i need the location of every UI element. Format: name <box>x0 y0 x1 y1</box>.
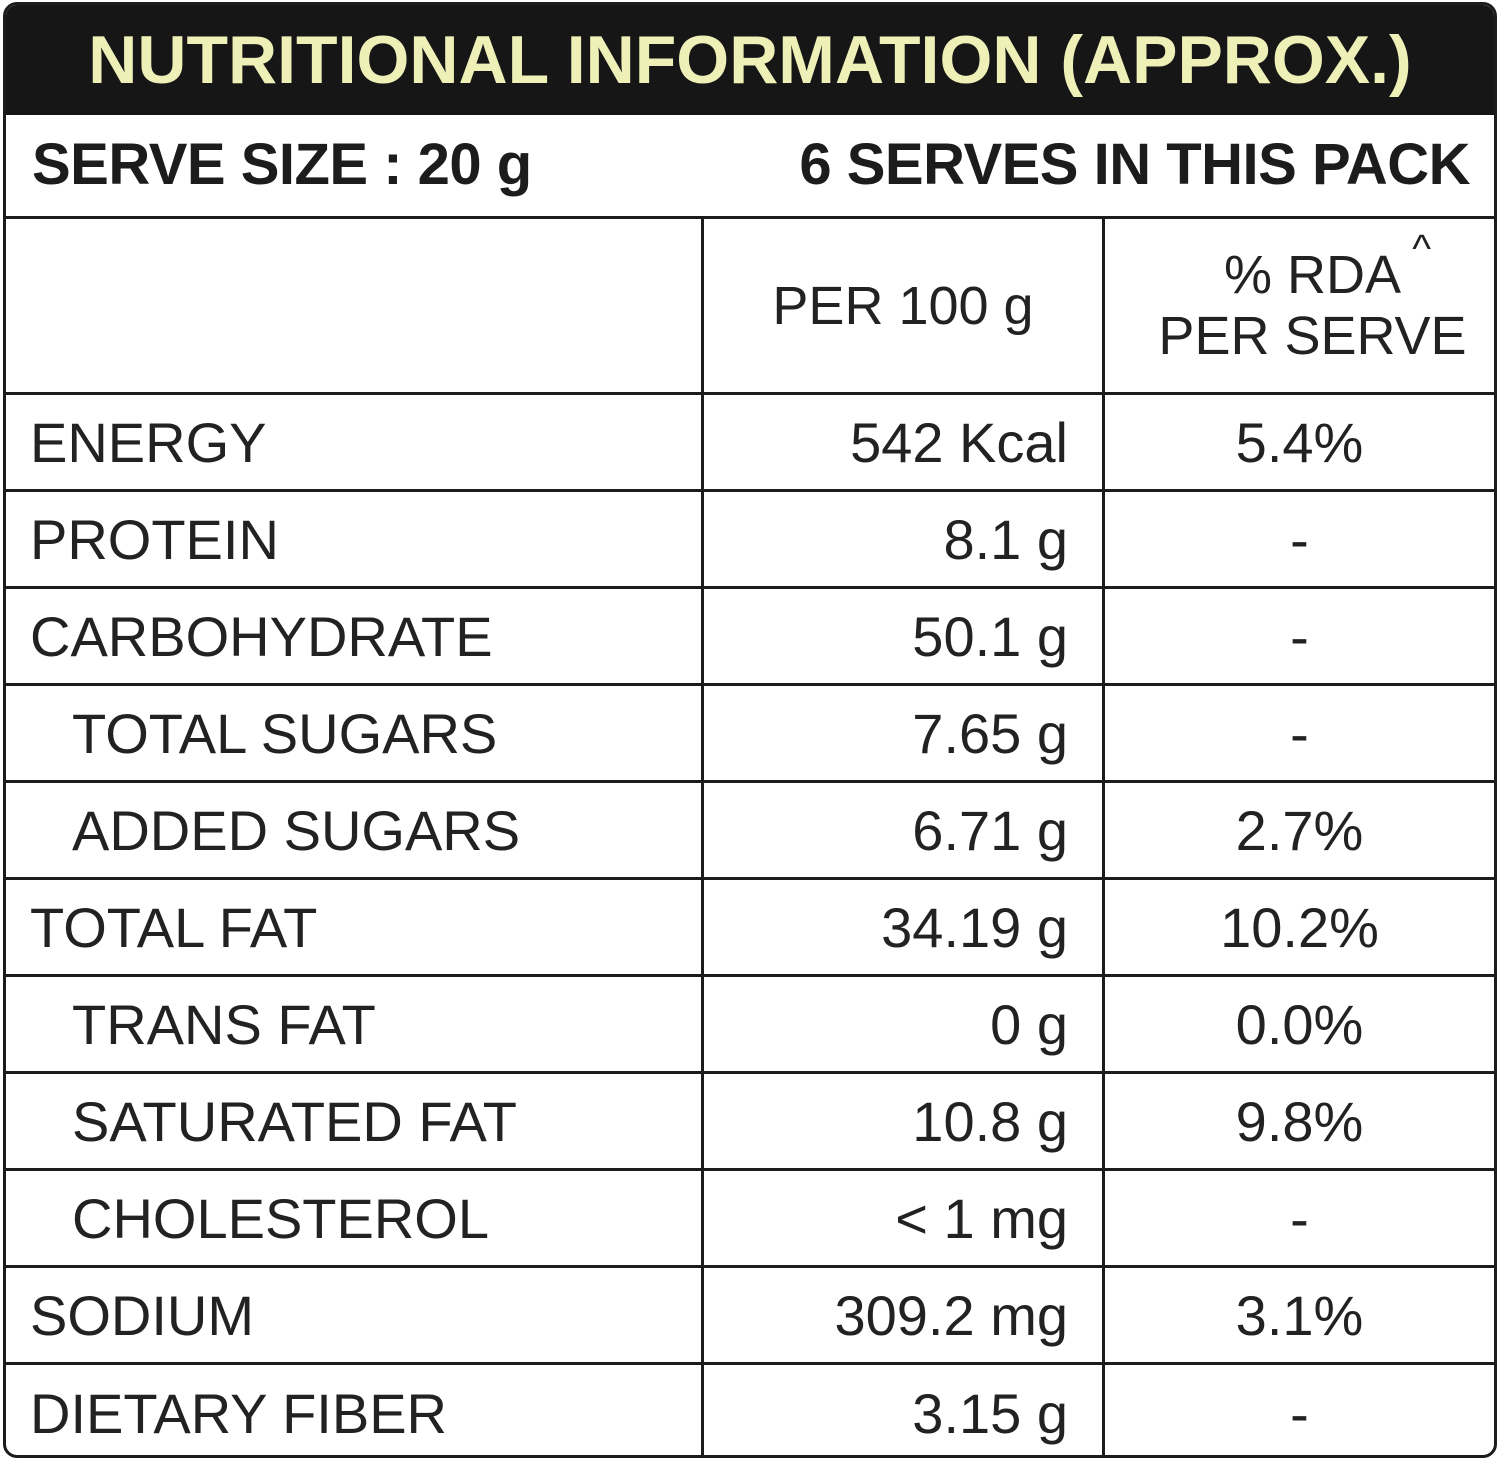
serves-per-pack-label: 6 SERVES IN THIS PACK <box>799 132 1470 197</box>
table-row: CARBOHYDRATE 50.1 g - <box>6 589 1494 686</box>
rda-line1: % RDA ^ <box>1223 227 1431 306</box>
nutrition-panel: NUTRITIONAL INFORMATION (APPROX.) SERVE … <box>3 2 1497 1458</box>
table-row: ENERGY 542 Kcal 5.4% <box>6 395 1494 492</box>
nutrient-rda: 3.1% <box>1235 1283 1364 1347</box>
nutrient-name: TOTAL SUGARS <box>6 686 704 780</box>
rda-line2: PER SERVE <box>1158 305 1467 366</box>
table-row: DIETARY FIBER 3.15 g - <box>6 1365 1494 1455</box>
nutrient-rda: 9.8% <box>1235 1089 1364 1153</box>
nutrient-name: SATURATED FAT <box>6 1074 704 1168</box>
table-row: TRANS FAT 0 g 0.0% <box>6 977 1494 1074</box>
nutrient-per-100g: 3.15 g <box>704 1365 1105 1455</box>
table-row: ADDED SUGARS 6.71 g 2.7% <box>6 783 1494 880</box>
nutrient-name: CARBOHYDRATE <box>6 589 704 683</box>
nutrition-table: PER 100 g % RDA ^ PER SERVE ENERGY 542 Kc… <box>6 219 1494 1455</box>
nutrient-rda: 5.4% <box>1235 410 1364 474</box>
nutrient-per-100g: 6.71 g <box>704 783 1105 877</box>
nutrient-name: ADDED SUGARS <box>6 783 704 877</box>
nutrient-rda: 10.2% <box>1220 895 1379 959</box>
nutrient-per-100g: 542 Kcal <box>704 395 1105 489</box>
nutrient-rda: - <box>1290 604 1309 668</box>
table-row: TOTAL FAT 34.19 g 10.2% <box>6 880 1494 977</box>
per-100g-label: PER 100 g <box>772 275 1034 336</box>
nutrient-per-100g: 50.1 g <box>704 589 1105 683</box>
rda-heading: % RDA ^ PER SERVE <box>1132 227 1467 366</box>
nutrient-per-100g: 0 g <box>704 977 1105 1071</box>
table-row: SODIUM 309.2 mg 3.1% <box>6 1268 1494 1365</box>
nutrient-name: ENERGY <box>6 395 704 489</box>
nutrient-name: TRANS FAT <box>6 977 704 1071</box>
table-header-row: PER 100 g % RDA ^ PER SERVE <box>6 219 1494 395</box>
nutrient-per-100g: < 1 mg <box>704 1171 1105 1265</box>
nutrient-rda: - <box>1290 507 1309 571</box>
header-rda: % RDA ^ PER SERVE <box>1105 219 1494 392</box>
nutrient-name: PROTEIN <box>6 492 704 586</box>
nutrient-rda: - <box>1290 1186 1309 1250</box>
header-per-100g: PER 100 g <box>704 219 1105 392</box>
table-row: TOTAL SUGARS 7.65 g - <box>6 686 1494 783</box>
header-empty-cell <box>6 219 704 392</box>
nutrient-rda: 2.7% <box>1235 798 1364 862</box>
table-row: SATURATED FAT 10.8 g 9.8% <box>6 1074 1494 1171</box>
nutrient-rda: 0.0% <box>1235 992 1364 1056</box>
table-row: CHOLESTEROL < 1 mg - <box>6 1171 1494 1268</box>
nutrient-per-100g: 7.65 g <box>704 686 1105 780</box>
nutrient-name: TOTAL FAT <box>6 880 704 974</box>
serve-info-row: SERVE SIZE : 20 g 6 SERVES IN THIS PACK <box>6 115 1494 219</box>
nutrient-per-100g: 34.19 g <box>704 880 1105 974</box>
table-row: PROTEIN 8.1 g - <box>6 492 1494 589</box>
nutrient-name: CHOLESTEROL <box>6 1171 704 1265</box>
nutrient-per-100g: 8.1 g <box>704 492 1105 586</box>
rda-label: % RDA <box>1223 245 1401 306</box>
nutrient-rda: - <box>1290 1382 1309 1445</box>
serve-size-label: SERVE SIZE : 20 g <box>32 132 532 197</box>
nutrient-per-100g: 10.8 g <box>704 1074 1105 1168</box>
panel-title: NUTRITIONAL INFORMATION (APPROX.) <box>88 22 1412 98</box>
title-bar: NUTRITIONAL INFORMATION (APPROX.) <box>6 5 1494 115</box>
rda-caret: ^ <box>1412 227 1431 272</box>
nutrient-name: DIETARY FIBER <box>6 1365 704 1455</box>
nutrient-rda: - <box>1290 701 1309 765</box>
nutrient-name: SODIUM <box>6 1268 704 1362</box>
nutrient-per-100g: 309.2 mg <box>704 1268 1105 1362</box>
